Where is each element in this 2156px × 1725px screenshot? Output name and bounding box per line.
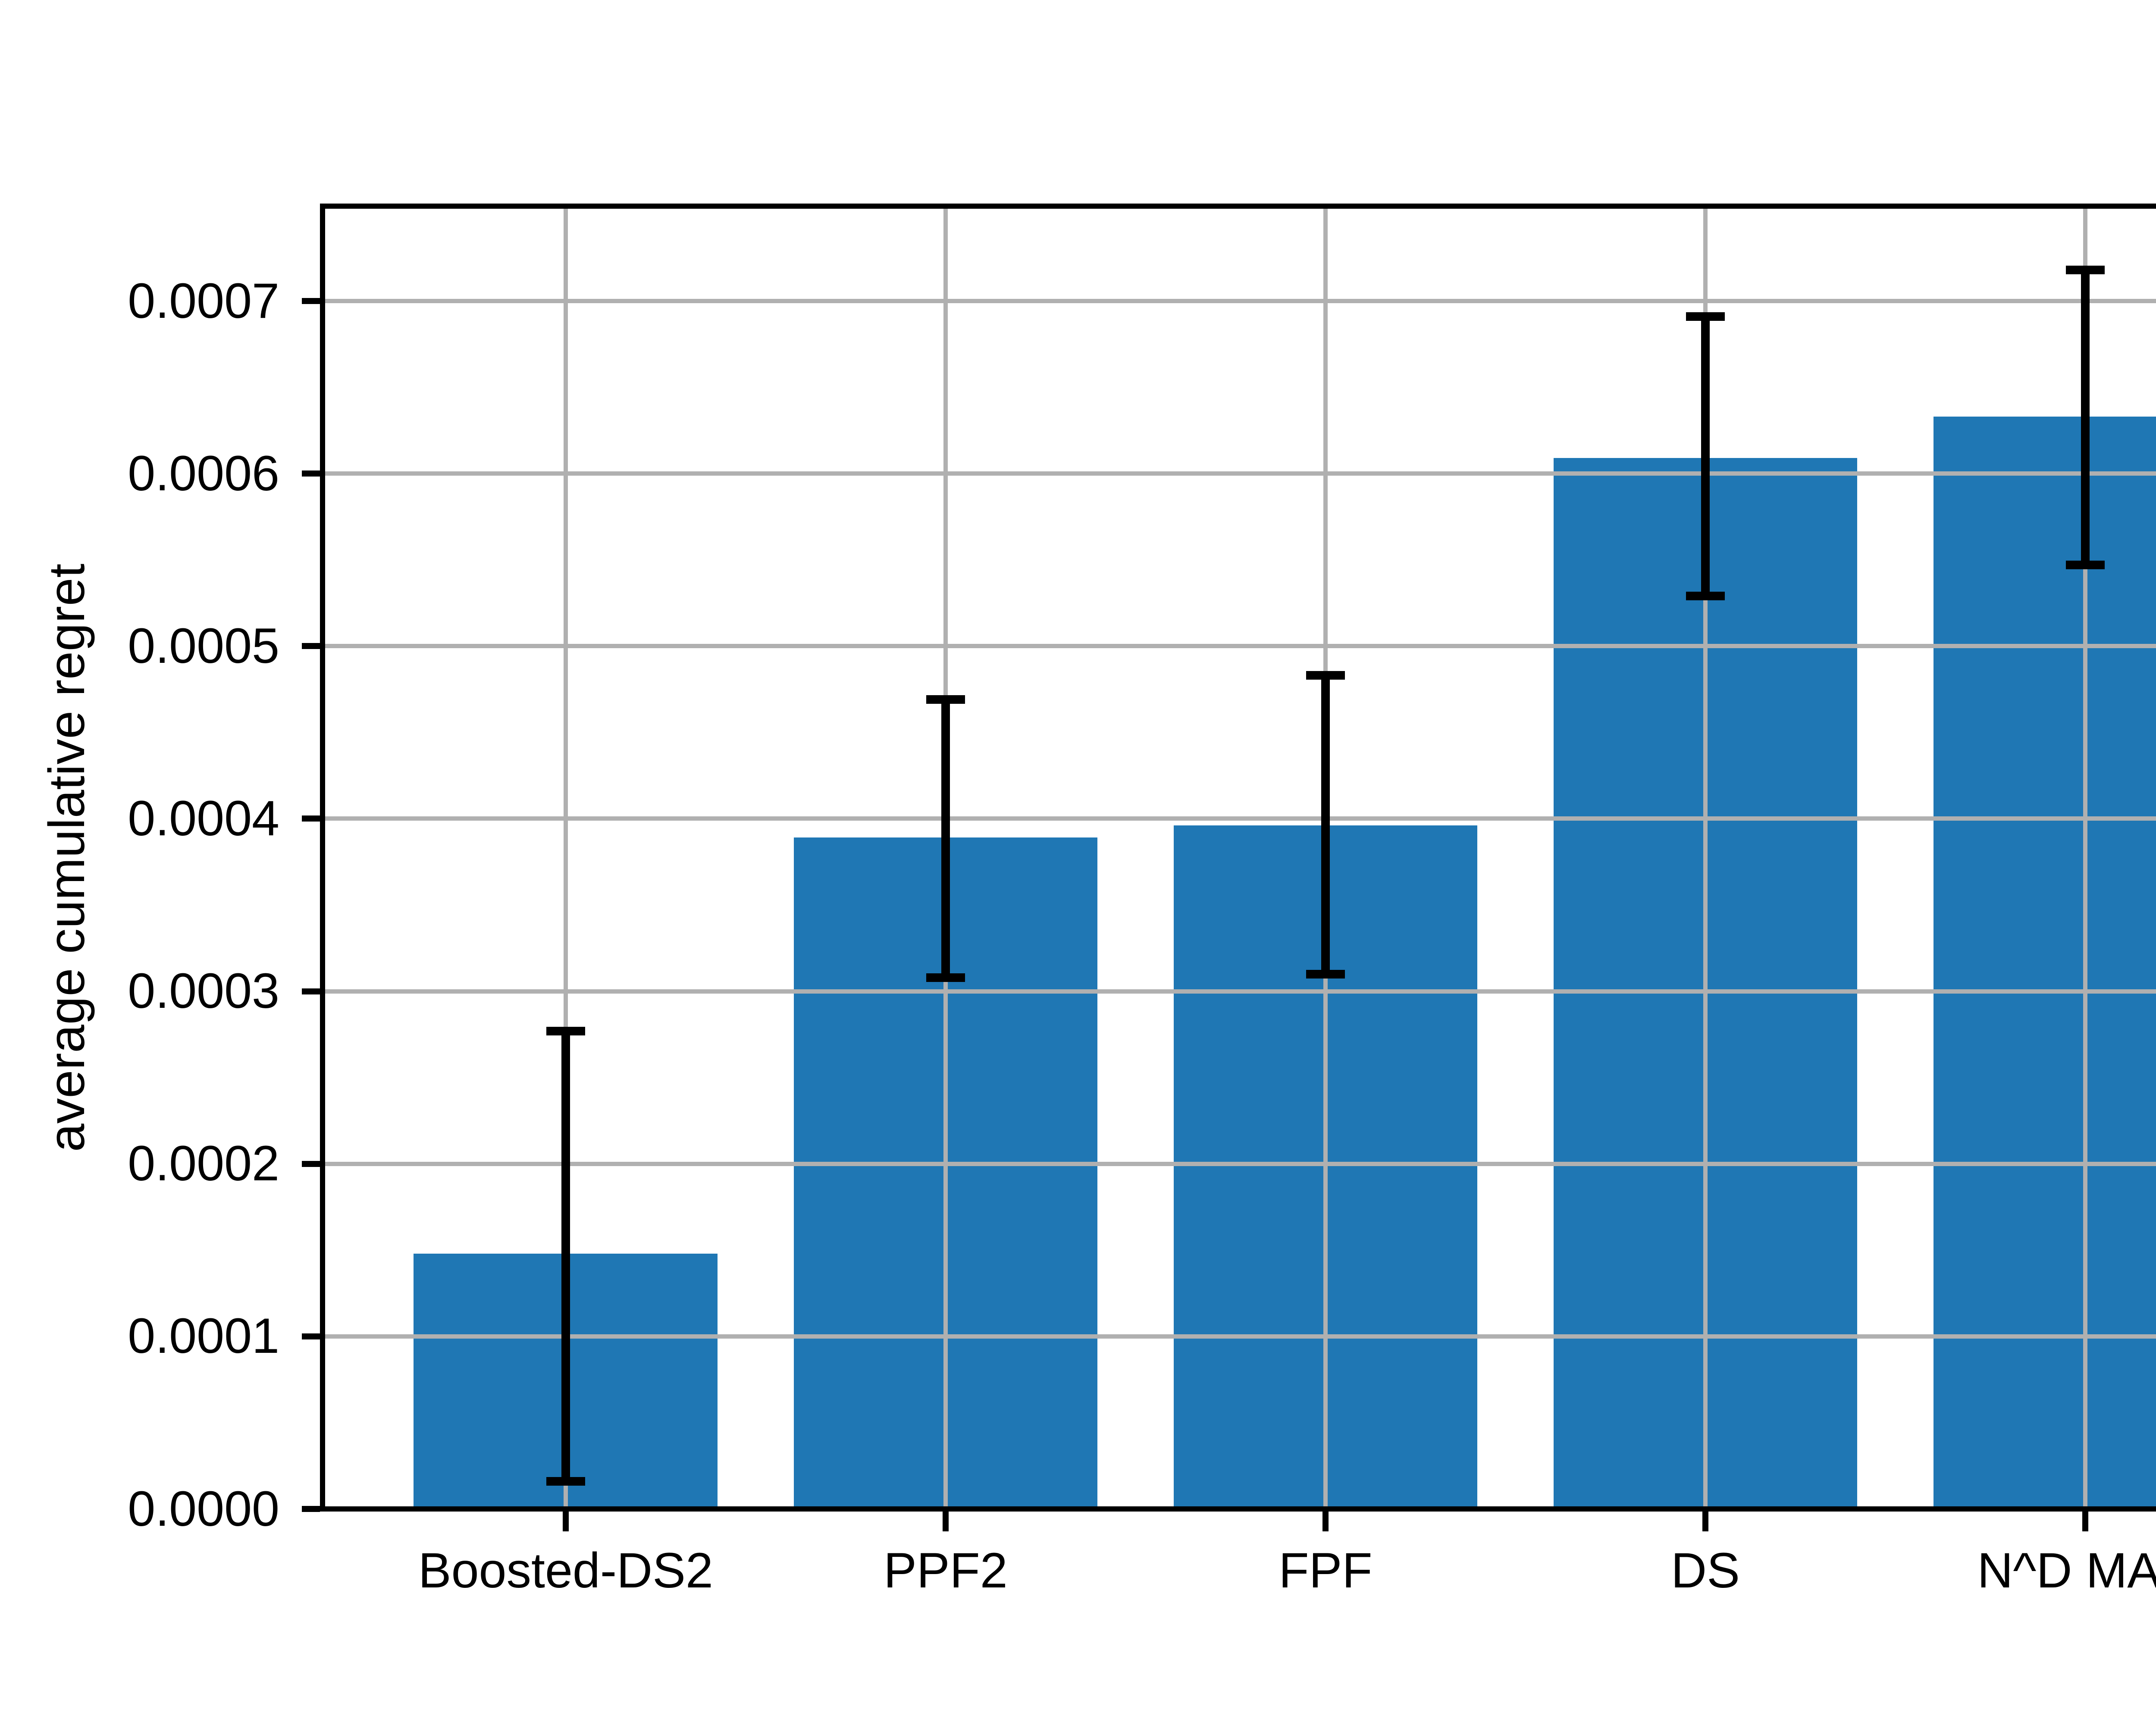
x-tick-mark	[1322, 1512, 1329, 1531]
error-bar-cap-bottom	[2066, 561, 2105, 570]
y-tick-label: 0.0001	[128, 1308, 279, 1364]
x-tick-label: Boosted-DS2	[418, 1543, 713, 1598]
error-bar-line	[1701, 317, 1710, 596]
error-bar-cap-bottom	[1686, 592, 1725, 601]
y-tick-mark	[302, 815, 320, 822]
bar	[1933, 417, 2156, 1509]
error-bar-line	[2081, 270, 2090, 565]
error-bar-cap-top	[2066, 266, 2105, 275]
y-tick-label: 0.0005	[128, 618, 279, 674]
h-gridline	[323, 1334, 2156, 1339]
plot-border	[320, 204, 2156, 1512]
x-tick-mark	[2082, 1512, 2089, 1531]
x-tick-mark	[1702, 1512, 1709, 1531]
error-bar-cap-bottom	[1306, 969, 1345, 979]
h-gridline	[323, 989, 2156, 994]
x-tick-mark	[942, 1512, 949, 1531]
error-bar-line	[1321, 675, 1330, 974]
h-gridline	[323, 816, 2156, 821]
y-tick-mark	[302, 988, 320, 994]
y-tick-mark	[302, 643, 320, 649]
y-tick-label: 0.0002	[128, 1136, 279, 1192]
error-bar-line	[941, 699, 950, 978]
error-bar-cap-top	[546, 1026, 585, 1035]
h-gridline	[323, 644, 2156, 649]
x-tick-mark	[562, 1512, 569, 1531]
h-gridline	[323, 299, 2156, 304]
y-tick-label: 0.0003	[128, 963, 279, 1019]
y-tick-label: 0.0007	[128, 273, 279, 329]
x-tick-label: N^D MAB	[1977, 1543, 2156, 1598]
v-gridline	[2083, 206, 2088, 1509]
error-bar-cap-bottom	[926, 973, 965, 982]
error-bar-cap-bottom	[546, 1477, 585, 1486]
x-tick-label: PPF2	[884, 1543, 1008, 1598]
v-gridline	[1703, 206, 1708, 1509]
error-bar-cap-top	[926, 695, 965, 704]
y-tick-mark	[302, 298, 320, 304]
x-tick-label: DS	[1671, 1543, 1740, 1598]
h-gridline	[323, 471, 2156, 476]
y-tick-mark	[302, 470, 320, 477]
error-bar-cap-top	[1306, 671, 1345, 680]
error-bar-line	[561, 1031, 570, 1481]
y-tick-label: 0.0006	[128, 445, 279, 501]
y-tick-mark	[302, 1160, 320, 1167]
x-tick-label: FPF	[1279, 1543, 1373, 1598]
y-tick-label: 0.0004	[128, 790, 279, 846]
y-tick-mark	[302, 1506, 320, 1512]
v-gridline	[563, 206, 568, 1509]
y-tick-mark	[302, 1333, 320, 1339]
h-gridline	[323, 1161, 2156, 1166]
y-tick-label: 0.0000	[128, 1481, 279, 1537]
error-bar-cap-top	[1686, 312, 1725, 321]
